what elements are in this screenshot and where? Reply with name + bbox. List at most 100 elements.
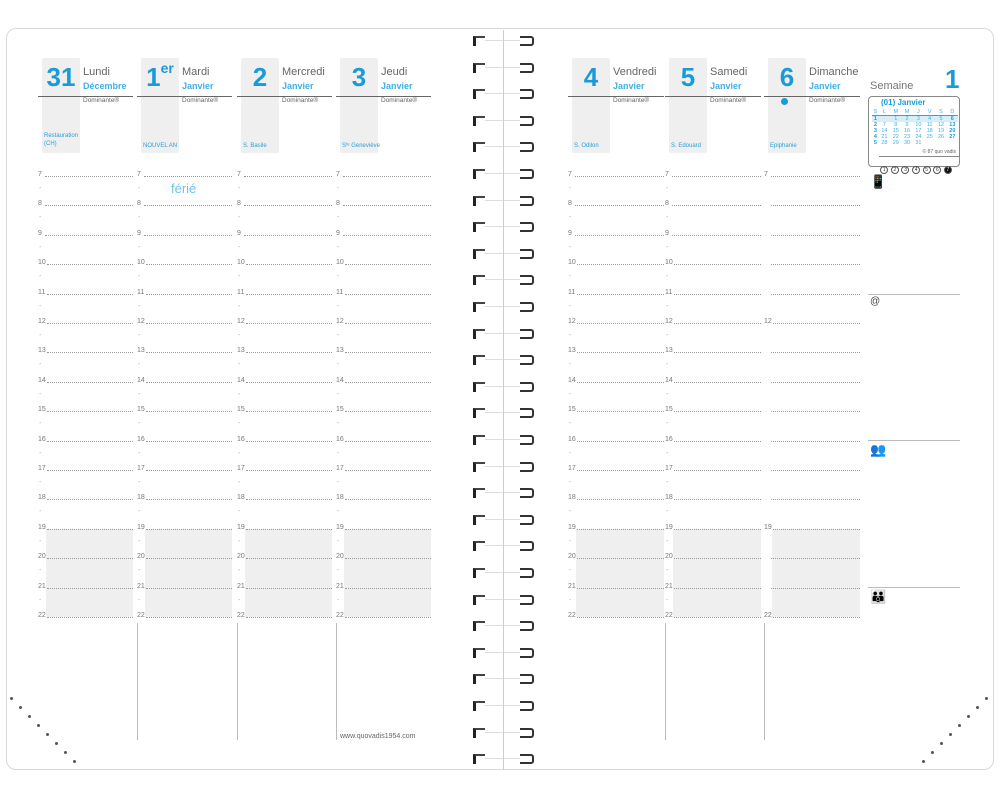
hour-line[interactable] [47,440,133,442]
hour-line[interactable] [47,528,133,530]
dominante-label[interactable]: Dominante® [809,97,846,104]
hour-line[interactable] [244,176,332,177]
mini-cal-day[interactable]: 2 [873,122,877,128]
mini-cal-day[interactable]: 11 [926,122,933,128]
dominante-label[interactable]: Dominante® [381,97,418,104]
hour-line[interactable] [674,323,761,324]
mini-cal-day[interactable]: 18 [926,128,933,134]
hour-line[interactable] [345,499,431,501]
hour-line[interactable] [246,499,332,501]
hour-line[interactable] [345,470,431,471]
dominante-label[interactable]: Dominante® [613,97,650,104]
hour-line[interactable] [146,617,232,618]
mini-cal-day[interactable]: 26 [937,134,945,140]
hour-line[interactable] [771,205,860,207]
mini-cal-day[interactable]: 3 [873,128,877,134]
hour-line[interactable] [771,587,860,589]
mini-cal-day[interactable]: 5 [873,140,877,146]
hour-line[interactable] [144,205,232,207]
hour-line[interactable] [577,470,664,471]
hour-line[interactable] [773,617,860,618]
hour-line[interactable] [146,587,232,589]
hour-line[interactable] [246,558,332,560]
hour-line[interactable] [577,440,664,442]
mini-cal-day[interactable]: 4 [928,116,932,122]
hour-line[interactable] [146,499,232,501]
hour-line[interactable] [577,352,664,354]
hour-line[interactable] [345,381,431,383]
hour-line[interactable] [771,470,860,471]
hour-line[interactable] [146,470,232,471]
mini-cal-day[interactable]: 5 [939,116,943,122]
hour-line[interactable] [246,323,332,324]
hour-line[interactable] [773,323,860,324]
mini-cal-day[interactable]: 12 [937,122,945,128]
hour-line[interactable] [47,293,133,295]
hour-line[interactable] [345,411,431,413]
hour-line[interactable] [47,617,133,618]
mini-cal-day[interactable]: 3 [916,116,920,122]
hour-line[interactable] [144,234,232,236]
hour-line[interactable] [47,323,133,324]
hour-line[interactable] [674,558,761,560]
hour-line[interactable] [674,352,761,354]
hour-line[interactable] [771,234,860,236]
hour-line[interactable] [146,440,232,442]
hour-line[interactable] [146,264,232,266]
mini-cal-day[interactable]: 20 [949,128,956,134]
hour-line[interactable] [577,499,664,501]
hour-line[interactable] [577,558,664,560]
hour-line[interactable] [771,264,860,266]
hour-line[interactable] [47,381,133,383]
dominante-label[interactable]: Dominante® [182,97,219,104]
hour-line[interactable] [577,293,664,295]
mini-cal-day[interactable] [935,140,946,146]
hour-line[interactable] [672,205,761,207]
mini-cal-day[interactable]: 25 [926,134,933,140]
hour-line[interactable] [345,587,431,589]
hour-line[interactable] [47,558,133,560]
hour-line[interactable] [146,528,232,530]
mini-cal-day[interactable]: 2 [905,116,909,122]
hour-line[interactable] [577,381,664,383]
hour-line[interactable] [577,323,664,324]
mini-cal-day[interactable]: 29 [892,140,899,146]
hour-line[interactable] [345,440,431,442]
hour-line[interactable] [146,381,232,383]
mini-cal-day[interactable]: 31 [915,140,922,146]
hour-line[interactable] [246,617,332,618]
footer-url[interactable]: www.quovadis1954.com [340,733,416,740]
hour-line[interactable] [577,264,664,266]
dominante-label[interactable]: Dominante® [282,97,319,104]
mini-cal-day[interactable]: 28 [881,140,888,146]
hour-line[interactable] [343,205,431,207]
mini-cal-day[interactable]: 21 [881,134,888,140]
hour-line[interactable] [47,499,133,501]
mini-cal-day[interactable]: 6 [950,116,954,122]
hour-line[interactable] [345,323,431,324]
mini-cal-day[interactable]: 7 [882,122,886,128]
mini-cal-day[interactable]: 4 [873,134,877,140]
hour-line[interactable] [144,176,232,177]
hour-line[interactable] [45,205,133,207]
mini-cal-day[interactable]: 24 [915,134,922,140]
mini-cal-day[interactable]: 1 [894,116,898,122]
hour-line[interactable] [345,352,431,354]
hour-line[interactable] [146,352,232,354]
mini-cal-day[interactable] [924,140,935,146]
hour-line[interactable] [146,411,232,413]
hour-line[interactable] [45,234,133,236]
hour-line[interactable] [771,176,860,177]
hour-line[interactable] [345,528,431,530]
mini-cal-day[interactable]: 22 [892,134,899,140]
hour-line[interactable] [345,293,431,295]
hour-line[interactable] [773,528,860,530]
hour-line[interactable] [771,293,860,295]
hour-line[interactable] [674,264,761,266]
hour-line[interactable] [146,293,232,295]
hour-line[interactable] [771,499,860,501]
hour-line[interactable] [244,205,332,207]
mini-cal-day[interactable]: 10 [915,122,922,128]
hour-line[interactable] [674,587,761,589]
hour-line[interactable] [674,381,761,383]
